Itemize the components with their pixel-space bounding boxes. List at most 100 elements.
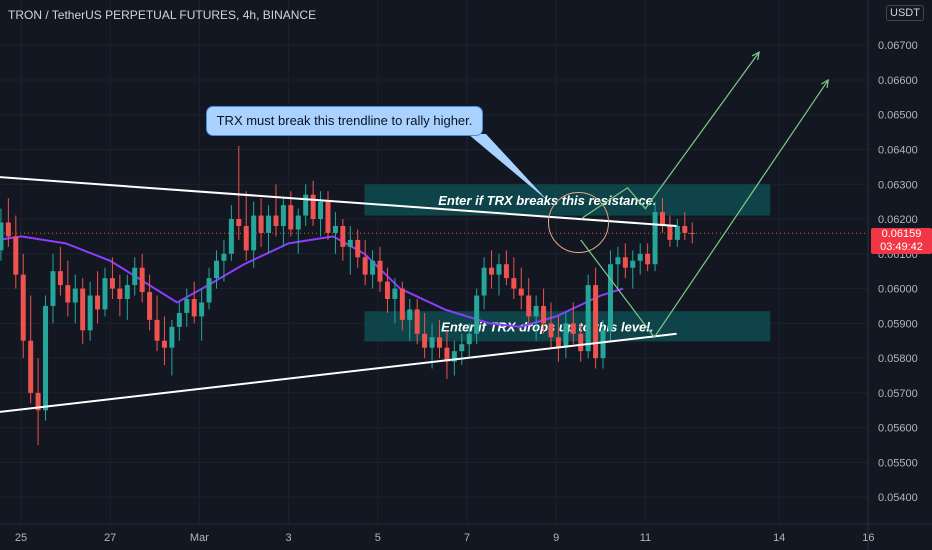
candle-up: [102, 278, 108, 310]
candle-up: [228, 219, 234, 254]
x-tick-label: 3: [286, 532, 292, 544]
callout-text: TRX must break this trendline to rally h…: [216, 113, 473, 128]
candle-down: [57, 271, 63, 286]
callout-box[interactable]: TRX must break this trendline to rally h…: [206, 106, 483, 136]
y-tick-label: 0.05900: [878, 318, 918, 330]
candle-up: [451, 351, 457, 362]
candle-up: [199, 302, 205, 317]
last-price: 0.06159: [881, 228, 922, 240]
y-tick-label: 0.05700: [878, 388, 918, 400]
candle-down: [28, 340, 34, 393]
candle-down: [117, 288, 123, 300]
candle-up: [637, 253, 643, 261]
candle-up: [0, 222, 4, 251]
candle-down: [154, 319, 160, 341]
candle-down: [340, 225, 346, 247]
candle-down: [236, 219, 242, 226]
y-tick-label: 0.06300: [878, 179, 918, 191]
candle-up: [347, 239, 353, 247]
y-tick-label: 0.06700: [878, 40, 918, 52]
candle-down: [13, 236, 19, 275]
candle-down: [325, 201, 331, 233]
projection-arrows-layer: [580, 51, 830, 339]
candle-down: [273, 215, 279, 226]
candle-down: [682, 225, 688, 233]
projection-path: [580, 79, 829, 339]
candle-down: [526, 295, 532, 317]
trendline: [0, 176, 677, 227]
trendline: [0, 332, 677, 413]
zone-label: Enter if TRX drops up to this level.: [441, 319, 653, 334]
candle-up: [615, 257, 621, 265]
candle-down: [444, 347, 450, 362]
candle-down: [147, 292, 153, 320]
x-tick-label: 27: [104, 532, 116, 544]
candle-up: [459, 344, 465, 352]
x-tick-label: 9: [553, 532, 559, 544]
candle-down: [35, 392, 41, 411]
y-tick-label: 0.06200: [878, 214, 918, 226]
candle-up: [213, 260, 219, 279]
candles-layer: [0, 146, 868, 446]
candle-up: [50, 271, 56, 306]
candle-down: [511, 278, 517, 289]
moving-average-line: [0, 235, 624, 328]
currency-badge[interactable]: USDT: [886, 5, 924, 21]
candle-up: [630, 260, 636, 268]
y-tick-label: 0.06400: [878, 145, 918, 157]
y-tick-label: 0.05400: [878, 492, 918, 504]
candle-up: [176, 312, 182, 327]
callout-pointer: [468, 134, 548, 201]
y-tick-label: 0.06000: [878, 284, 918, 296]
candle-up: [563, 323, 569, 348]
entry-zone: [364, 184, 771, 216]
candle-up: [652, 212, 658, 265]
x-tick-label: Mar: [190, 532, 209, 544]
candle-down: [109, 278, 115, 289]
x-tick-label: 7: [464, 532, 470, 544]
bar-countdown: 03:49:42: [880, 241, 923, 253]
candle-down: [20, 274, 26, 341]
candle-up: [607, 264, 613, 331]
candle-down: [570, 323, 576, 334]
candle-down: [399, 288, 405, 320]
candle-up: [206, 278, 212, 303]
candle-up: [295, 215, 301, 230]
candle-up: [303, 194, 309, 216]
candle-up: [132, 267, 138, 286]
y-tick-label: 0.06500: [878, 110, 918, 122]
x-tick-label: 16: [862, 532, 874, 544]
candle-down: [384, 281, 390, 300]
candle-down: [518, 288, 524, 296]
candle-up: [496, 264, 502, 275]
candle-up: [585, 285, 591, 352]
candle-up: [474, 295, 480, 334]
candle-down: [436, 337, 442, 348]
candle-down: [548, 323, 554, 338]
candle-down: [578, 333, 584, 352]
candle-up: [184, 299, 190, 313]
candle-down: [243, 225, 249, 251]
symbol-title: TRON / TetherUS PERPETUAL FUTURES, 4h, B…: [8, 8, 317, 22]
candle-up: [481, 267, 487, 296]
candle-up: [332, 225, 338, 233]
highlight-circle: [548, 192, 609, 254]
arrow-head: [821, 78, 830, 88]
last-price-tag: 0.06159 03:49:42: [871, 228, 932, 254]
candle-up: [392, 288, 398, 300]
candle-down: [288, 205, 294, 230]
candle-down: [80, 288, 86, 331]
candle-up: [124, 285, 130, 300]
x-tick-label: 25: [15, 532, 27, 544]
candle-up: [533, 305, 539, 317]
candle-up: [72, 288, 78, 303]
candle-down: [5, 222, 11, 237]
candle-up: [87, 295, 93, 331]
candle-up: [221, 253, 227, 261]
trendlines-layer: [0, 134, 677, 413]
candle-down: [377, 260, 383, 282]
grid-layer: [0, 0, 869, 524]
candle-down: [689, 232, 695, 234]
candle-down: [489, 267, 495, 275]
